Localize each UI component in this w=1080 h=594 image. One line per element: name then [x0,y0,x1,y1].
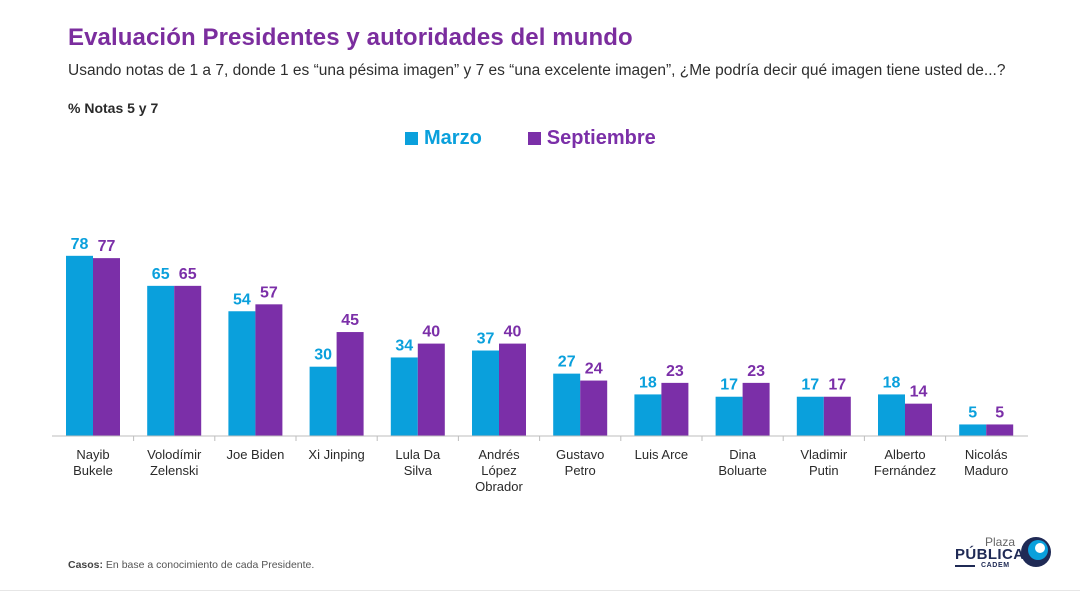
legend-label-marzo: Marzo [424,127,482,149]
data-label-marzo-0: 78 [71,236,89,253]
category-label-9-1: Putin [809,463,839,478]
data-label-marzo-3: 30 [314,347,332,364]
category-label-11-1: Maduro [964,463,1008,478]
category-label-10-1: Fernández [874,463,936,478]
data-label-marzo-6: 27 [558,354,576,371]
page-title: Evaluación Presidentes y autoridades del… [68,24,633,51]
metric-note: % Notas 5 y 7 [68,100,159,116]
bar-septiembre-8 [742,382,770,436]
bar-marzo-10 [878,394,905,436]
category-label-9-0: Vladimir [800,447,848,462]
bar-septiembre-1 [174,285,202,436]
bar-septiembre-6 [580,380,608,436]
data-label-septiembre-2: 57 [260,284,278,301]
logo-text-publica: PÚBLICA [955,546,1025,563]
category-label-4-0: Lula Da [395,447,441,462]
data-label-septiembre-10: 14 [910,384,928,401]
category-label-0-1: Bukele [73,463,113,478]
data-label-septiembre-6: 24 [585,361,603,378]
category-label-4-1: Silva [404,463,433,478]
bar-septiembre-3 [336,332,364,436]
brand-logo: Plaza PÚBLICA CADEM [955,535,1055,575]
logo-text-plaza: Plaza [985,535,1016,549]
category-label-7-0: Luis Arce [635,447,688,462]
data-label-septiembre-4: 40 [422,324,440,341]
bar-marzo-2 [228,311,256,436]
bar-septiembre-0 [93,258,120,436]
bar-septiembre-2 [255,304,283,436]
category-label-1-0: Volodímir [147,447,202,462]
legend-label-septiembre: Septiembre [546,127,656,149]
category-label-11-0: Nicolás [965,447,1008,462]
data-label-septiembre-3: 45 [341,312,359,329]
legend-item-septiembre: Septiembre [527,127,656,150]
data-label-marzo-11: 5 [968,404,977,421]
bar-marzo-0 [66,255,93,436]
bar-septiembre-4 [417,343,445,436]
data-label-septiembre-9: 17 [828,377,846,394]
bar-marzo-8 [715,396,743,436]
category-label-8-0: Dina [729,447,757,462]
footnote-text: En base a conocimiento de cada President… [103,559,315,571]
bar-septiembre-7 [661,382,689,436]
data-label-marzo-7: 18 [639,374,657,391]
category-label-8-1: Boluarte [718,463,766,478]
data-label-marzo-5: 37 [477,331,495,348]
category-label-5-1: López [481,463,516,478]
category-label-5-2: Obrador [475,479,523,494]
category-label-3-0: Xi Jinping [308,447,364,462]
bottom-divider [0,590,1080,591]
bar-septiembre-11 [986,424,1014,436]
data-label-marzo-9: 17 [801,377,819,394]
logo-underline [955,565,975,567]
data-label-marzo-1: 65 [152,266,170,283]
footnote-label: Casos: [68,559,104,571]
footnote: Casos: En base a conocimiento de cada Pr… [68,559,314,571]
legend-swatch-septiembre [527,132,541,145]
logo-swirl-icon [1021,537,1051,567]
category-label-0-0: Nayib [76,447,109,462]
data-label-septiembre-7: 23 [666,363,684,380]
subtitle: Usando notas de 1 a 7, donde 1 es “una p… [68,62,1006,79]
bar-septiembre-5 [499,343,526,436]
category-label-6-0: Gustavo [556,447,604,462]
data-label-marzo-10: 18 [883,374,901,391]
data-label-septiembre-0: 77 [98,238,116,255]
category-label-6-1: Petro [565,463,596,478]
data-label-septiembre-5: 40 [504,324,522,341]
data-label-marzo-4: 34 [395,337,413,354]
bar-marzo-6 [553,373,581,436]
bar-marzo-4 [390,357,418,436]
data-label-septiembre-11: 5 [995,404,1004,421]
data-label-septiembre-1: 65 [179,266,197,283]
category-label-2-0: Joe Biden [226,447,284,462]
bar-marzo-11 [959,424,987,436]
legend-item-marzo: Marzo [405,127,482,150]
bar-septiembre-10 [905,403,932,436]
bar-septiembre-9 [823,396,851,436]
bar-marzo-3 [309,366,337,436]
data-label-marzo-2: 54 [233,291,251,308]
bar-marzo-7 [634,394,662,436]
data-label-marzo-8: 17 [720,377,738,394]
category-label-1-1: Zelenski [150,463,199,478]
category-label-5-0: Andrés [478,447,520,462]
bar-marzo-5 [472,350,499,436]
bar-marzo-9 [796,396,824,436]
chart-legend: Marzo Septiembre [405,127,656,150]
legend-swatch-marzo [405,132,418,145]
data-label-septiembre-8: 23 [747,363,765,380]
logo-text-cadem: CADEM [981,562,1010,569]
category-label-10-0: Alberto [884,447,925,462]
bar-marzo-1 [147,285,175,436]
